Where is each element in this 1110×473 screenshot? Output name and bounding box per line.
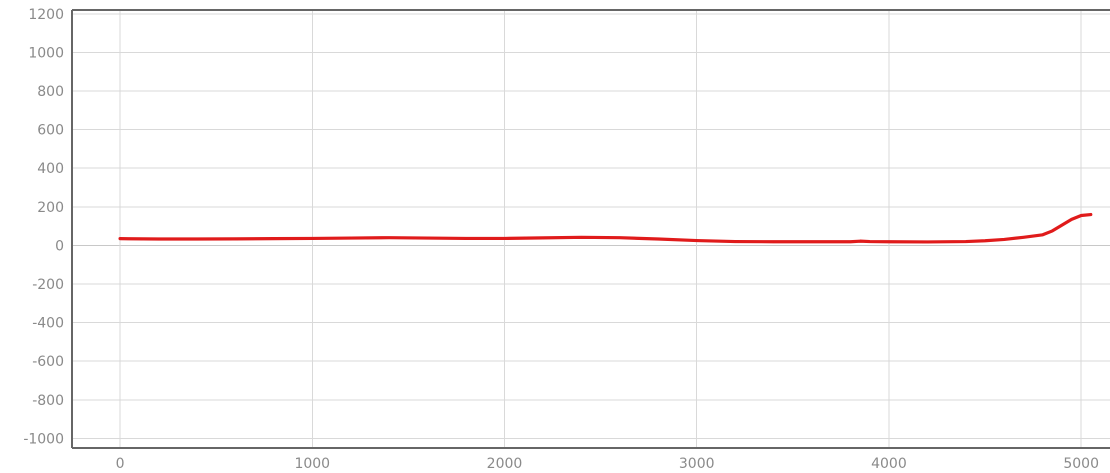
data-point	[542, 237, 543, 238]
data-point	[811, 241, 812, 242]
axis-layer	[71, 9, 1110, 449]
data-point	[927, 241, 928, 242]
y-tick-label: 200	[37, 200, 64, 216]
y-tick-label: -400	[32, 316, 64, 332]
x-tick-label: 4000	[871, 456, 907, 472]
data-point	[1042, 234, 1043, 235]
y-tick-label: -200	[32, 277, 64, 293]
y-tick-label: 600	[37, 123, 64, 139]
data-point	[984, 240, 985, 241]
data-point	[1023, 237, 1024, 238]
data-point	[869, 241, 870, 242]
grid-layer	[72, 10, 1110, 448]
data-point	[619, 237, 620, 238]
data-point	[389, 237, 390, 238]
data-point	[1052, 230, 1053, 231]
y-tick-label: 400	[37, 161, 64, 177]
y-tick-label: 1000	[28, 45, 64, 61]
data-point	[312, 238, 313, 239]
y-tick-label: 0	[55, 238, 64, 254]
data-point	[1061, 225, 1062, 226]
x-tick-label: 3000	[679, 456, 715, 472]
x-tick-label: 2000	[487, 456, 523, 472]
tick-label-layer: 120010008006004002000-200-400-600-800-10…	[23, 7, 1099, 472]
data-point	[581, 237, 582, 238]
y-tick-label: 800	[37, 84, 64, 100]
x-tick-label: 0	[116, 456, 125, 472]
data-point	[427, 237, 428, 238]
data-point	[119, 238, 120, 239]
y-tick-label: -800	[32, 393, 64, 409]
data-point	[1090, 214, 1091, 215]
data-point	[196, 238, 197, 239]
series-line-1	[118, 212, 1093, 244]
data-point	[504, 238, 505, 239]
data-point	[888, 241, 889, 242]
data-point	[465, 238, 466, 239]
data-point	[273, 238, 274, 239]
data-point	[158, 238, 159, 239]
x-tick-label: 5000	[1063, 456, 1099, 472]
data-point	[860, 241, 861, 242]
data-point	[773, 241, 774, 242]
series-layer	[118, 212, 1093, 244]
data-point	[235, 238, 236, 239]
data-point	[850, 241, 851, 242]
y-tick-label: -600	[32, 354, 64, 370]
data-point	[965, 241, 966, 242]
x-tick-label: 1000	[294, 456, 330, 472]
data-point	[658, 238, 659, 239]
data-point	[1081, 215, 1082, 216]
data-point	[696, 240, 697, 241]
data-point	[350, 237, 351, 238]
data-point	[735, 241, 736, 242]
y-tick-label: -1000	[23, 431, 64, 447]
y-tick-label: 1200	[28, 7, 64, 23]
data-point	[1071, 219, 1072, 220]
data-point	[1004, 239, 1005, 240]
